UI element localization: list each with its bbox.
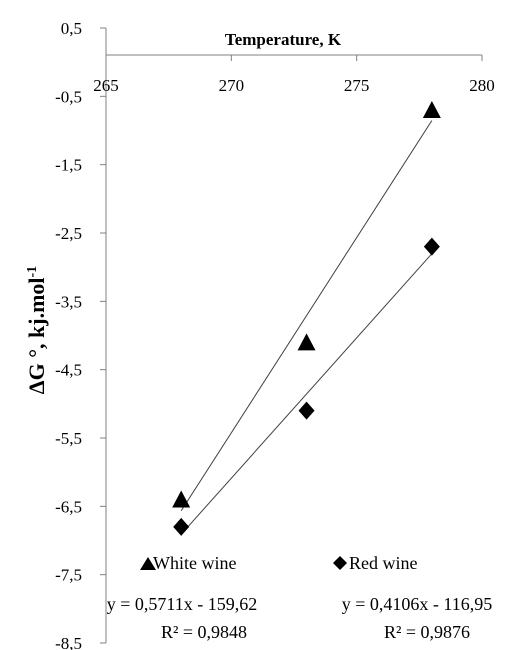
legend-label-white-wine: White wine bbox=[153, 553, 236, 573]
y-tick-label: 0,5 bbox=[61, 19, 82, 38]
red-wine-r2: R² = 0,9876 bbox=[384, 622, 470, 642]
x-tick-label: 275 bbox=[344, 76, 370, 95]
data-point-white-wine bbox=[297, 333, 316, 351]
red-wine-equation: y = 0,4106x - 116,95 bbox=[342, 594, 492, 614]
legend-item-red-wine: Red wine bbox=[333, 553, 417, 573]
legend: White wine Red wine bbox=[140, 553, 417, 573]
y-tick-label: -0,5 bbox=[55, 87, 82, 106]
y-axis-title-superscript: -1 bbox=[25, 266, 40, 278]
legend-item-white-wine: White wine bbox=[140, 553, 236, 573]
x-axis-title: Temperature, K bbox=[225, 30, 342, 49]
y-tick-label: -1,5 bbox=[55, 156, 82, 175]
data-point-red-wine bbox=[173, 517, 190, 536]
x-tick-label: 265 bbox=[93, 76, 119, 95]
data-point-red-wine bbox=[423, 237, 440, 256]
legend-triangle-icon bbox=[140, 557, 156, 570]
legend-diamond-icon bbox=[333, 556, 347, 570]
y-tick-label: -3,5 bbox=[55, 292, 82, 311]
data-point-white-wine bbox=[422, 101, 441, 118]
data-point-white-wine bbox=[172, 490, 191, 508]
axis-ticks: 0,5 -0,5 -1,5 -2,5 -3,5 -4,5 -5,5 -6,5 -7,5 -8,5 2… bbox=[55, 19, 495, 650]
y-tick-label: -8,5 bbox=[55, 634, 82, 650]
white-wine-equation: y = 0,5711x - 159,62 bbox=[107, 594, 257, 614]
y-tick-label: -2,5 bbox=[55, 224, 82, 243]
y-tick-label: -4,5 bbox=[55, 361, 82, 380]
legend-label-red-wine: Red wine bbox=[349, 553, 417, 573]
data-point-red-wine bbox=[298, 401, 315, 420]
trendline-red-wine bbox=[180, 253, 433, 535]
y-axis-title-text: ΔG °, kj.mol bbox=[24, 277, 49, 394]
y-tick-label: -5,5 bbox=[55, 429, 82, 448]
x-tick-label: 270 bbox=[219, 76, 245, 95]
trendline-white-wine bbox=[180, 120, 433, 512]
white-wine-r2: R² = 0,9848 bbox=[161, 622, 247, 642]
trendlines bbox=[180, 120, 433, 535]
data-points bbox=[172, 101, 441, 536]
y-tick-label: -7,5 bbox=[55, 566, 82, 585]
x-tick-label: 280 bbox=[469, 76, 495, 95]
y-tick-label: -6,5 bbox=[55, 497, 82, 516]
y-axis-title: ΔG °, kj.mol-1 bbox=[24, 266, 49, 394]
svg-text:ΔG °, kj.mol-1: ΔG °, kj.mol-1 bbox=[24, 266, 49, 394]
